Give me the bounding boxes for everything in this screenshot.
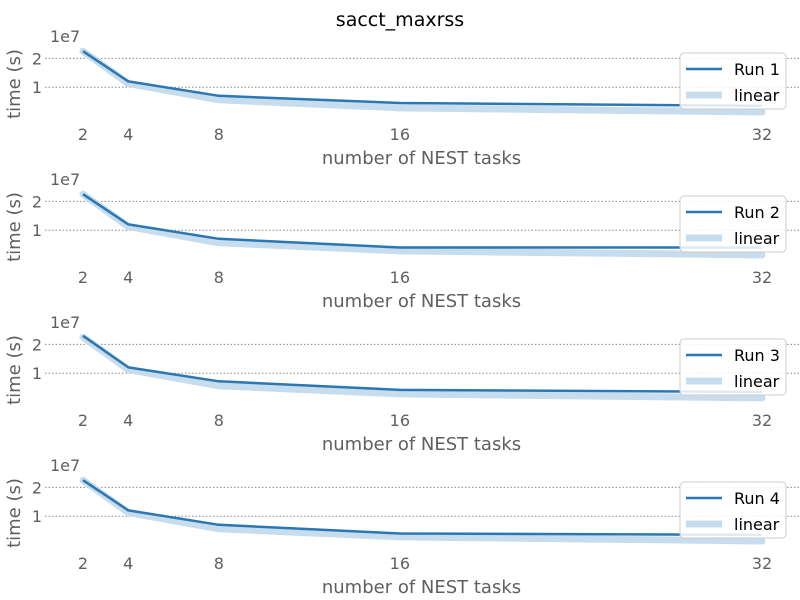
x-tick-label: 8: [214, 554, 224, 573]
y-tick-label: 2: [32, 335, 42, 354]
y-tick-label: 1: [32, 507, 42, 526]
y-scale-label: 1e7: [50, 170, 80, 189]
series-line-linear: [79, 333, 766, 402]
series-line-run: [82, 479, 763, 537]
y-scale-label: 1e7: [50, 456, 80, 475]
legend-label-run: Run 3: [734, 346, 780, 365]
y-tick-label: 2: [32, 478, 42, 497]
x-axis-label: number of NEST tasks: [322, 434, 521, 455]
x-tick-label: 32: [752, 554, 772, 573]
x-tick-label: 4: [123, 411, 133, 430]
y-scale-label: 1e7: [50, 313, 80, 332]
x-tick-label: 8: [214, 268, 224, 287]
x-tick-label: 32: [752, 411, 772, 430]
legend-label-run: Run 2: [734, 203, 780, 222]
legend-label-linear: linear: [734, 515, 780, 534]
x-tick-label: 32: [752, 125, 772, 144]
legend-label-linear: linear: [734, 372, 780, 391]
y-tick-label: 1: [32, 364, 42, 383]
x-tick-label: 16: [390, 411, 410, 430]
x-tick-label: 2: [78, 411, 88, 430]
y-tick-label: 1: [32, 78, 42, 97]
x-tick-label: 2: [78, 125, 88, 144]
y-axis-label: time (s): [4, 49, 25, 119]
x-tick-label: 8: [214, 411, 224, 430]
y-axis-label: time (s): [4, 192, 25, 262]
legend-label-run: Run 4: [734, 489, 780, 508]
x-tick-label: 4: [123, 268, 133, 287]
y-tick-label: 2: [32, 49, 42, 68]
legend-label-linear: linear: [734, 86, 780, 105]
x-axis-label: number of NEST tasks: [322, 577, 521, 598]
x-tick-label: 32: [752, 268, 772, 287]
x-tick-label: 16: [390, 125, 410, 144]
x-tick-label: 4: [123, 554, 133, 573]
x-tick-label: 4: [123, 125, 133, 144]
legend-label-run: Run 1: [734, 60, 780, 79]
x-axis-label: number of NEST tasks: [322, 148, 521, 169]
y-tick-label: 2: [32, 192, 42, 211]
x-tick-label: 2: [78, 268, 88, 287]
legend-label-linear: linear: [734, 229, 780, 248]
x-axis-label: number of NEST tasks: [322, 291, 521, 312]
x-tick-label: 16: [390, 268, 410, 287]
chart-title: sacct_maxrss: [336, 9, 464, 31]
y-axis-label: time (s): [4, 335, 25, 405]
series-line-linear: [79, 476, 766, 545]
x-tick-label: 2: [78, 554, 88, 573]
x-tick-label: 8: [214, 125, 224, 144]
y-scale-label: 1e7: [50, 27, 80, 46]
y-axis-label: time (s): [4, 478, 25, 548]
series-line-run: [82, 193, 762, 249]
series-line-run: [82, 334, 763, 394]
series-line-linear: [79, 190, 766, 259]
y-tick-label: 1: [32, 221, 42, 240]
series-line-run: [82, 50, 763, 108]
x-tick-label: 16: [390, 554, 410, 573]
